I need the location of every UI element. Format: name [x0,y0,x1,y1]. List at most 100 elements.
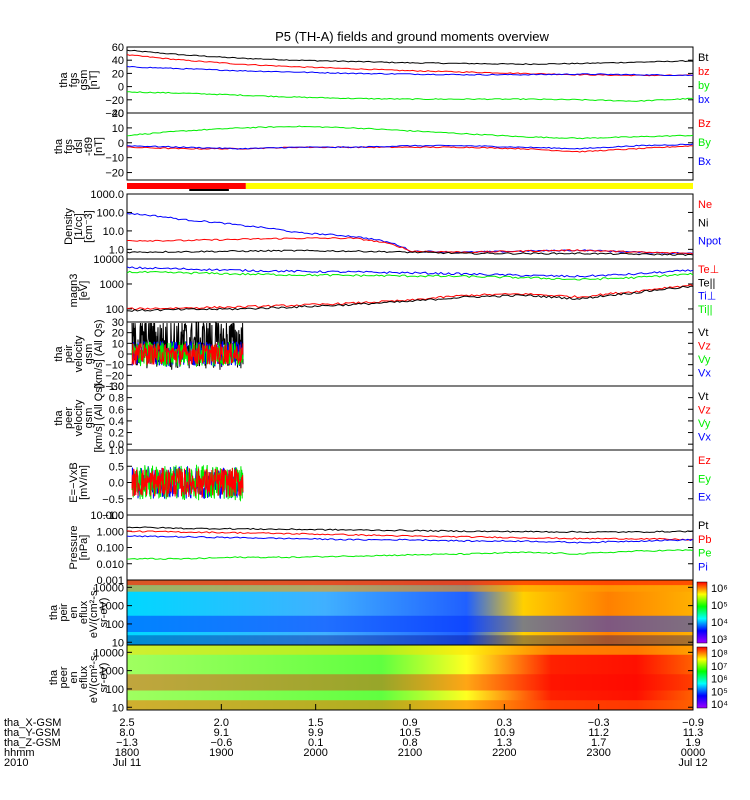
ytick-label: −20 [105,168,124,180]
legend-entry: Ni [698,217,708,229]
ylabel-line: peer [63,407,75,429]
ytick-label: −1.0 [102,510,124,522]
series-line [126,270,694,281]
footer-tick-label: 0000 [681,747,705,759]
series-line [126,549,694,560]
ytick-label: 1000 [100,601,124,613]
ytick-label: 0.0 [109,439,124,451]
ylabel-line: eV/(cm²-s- [88,652,100,704]
ytick-label: −10 [105,360,124,372]
ytick-label: 100.0 [96,207,124,219]
ylabel-line: Density [63,208,75,245]
series-line [126,125,694,140]
ylabel-line: sr-eV) [98,663,110,693]
series-line [126,535,694,544]
colorbar [696,581,708,644]
legend-entry: Npot [698,236,721,248]
legend-entry: Vy [698,418,711,430]
mode-bar-burst [189,189,229,191]
legend-entry: Vy [698,354,711,366]
ytick-label: 20 [112,68,124,80]
burst-trace [131,342,244,366]
ylabel-line: magn3 [68,274,80,308]
legend-entry: Vt [698,391,708,403]
panel-7: 1.0 0.5 0.0 −0.5 −1.0 E=−VxB[mV/m] Ez Ey Ex [68,445,711,522]
footer-tick-label: −0.3 [588,717,610,729]
ytick-label: 0 [118,349,124,361]
legend-entry: Bz [698,118,711,130]
ytick-label: −40 [105,108,124,120]
footer-tick-label: −0.9 [682,717,704,729]
footer-tick-label: 0.8 [402,737,417,749]
series-line [126,530,693,541]
ytick-label: −20 [105,370,124,382]
ylabel-line: E=−VxB [68,462,80,502]
ytick-label: 10 [112,123,124,135]
footer-tick-label: 0.9 [402,717,417,729]
panels: 6040200−20−40thafgsgsm[nT]Btbzbybx20100−… [48,42,728,714]
ylabel-line: -t89 [83,137,95,156]
panel-9: 10⁶ 10⁵ 10⁴ 10³ 10000 1000 100 10 thapeireneflux… [48,579,728,649]
legend-entry: Bt [698,52,708,64]
footer-row-label: 2010 [4,757,28,769]
spectrogram-2 [127,645,693,710]
legend-entry: Vz [698,341,711,353]
ytick-label: 0 [118,82,124,94]
ytick-label: 0.2 [109,428,124,440]
legend-entry: bx [698,94,710,106]
footer-tick-label: −1.3 [116,737,138,749]
legend-entry: Bx [698,156,711,168]
footer-row-label: tha_Y-GSM [4,727,60,739]
panel-frame [126,385,694,451]
ytick-label: 40 [112,55,124,67]
ytick-label: −30 [105,381,124,393]
panel-frame [126,514,694,581]
ytick-label: 0.4 [109,416,124,428]
colorbar-tick-label: 10⁵ [711,600,728,612]
footer-tick-label: −0.6 [210,737,232,749]
mode-bar-fast [127,183,246,189]
legend-entry: Te⊥ [698,264,719,276]
footer-tick-label: 1.9 [685,737,700,749]
spectrogram-band [127,645,693,655]
ytick-label: 0.010 [96,559,124,571]
ylabel-line: dsl [73,139,85,153]
footer-tick-label: 10.5 [399,727,420,739]
ylabel-line: [1/cc] [73,213,85,239]
footer-tick-label: 2.5 [119,717,134,729]
footer-tick-label: Jul 12 [678,757,707,769]
legend-entry: Ex [698,492,711,504]
ytick-label: 100 [106,304,124,316]
ylabel-line: sr-eV) [98,598,110,628]
legend-entry: Vt [698,327,708,339]
ytick-label: 10.000 [90,510,124,522]
ytick-label: 0.8 [109,393,124,405]
legend-entry: Ti⊥ [698,291,716,303]
ylabel-line: [km/s] (All Qs) [93,383,105,452]
panel-frame [126,112,694,181]
ytick-label: 10 [112,338,124,350]
panel-8: 10.000 1.000 0.100 0.010 0.001 Pressure[nPa] P… [68,510,711,587]
ytick-label: 30 [112,317,124,329]
ytick-label: −0.5 [102,494,124,506]
ylabel-line: tha [53,138,65,154]
legend-entry: Pb [698,534,711,546]
series-line [126,284,694,311]
ytick-label: 10.0 [103,226,124,238]
footer-tick-label: 1900 [209,747,233,759]
ytick-label: 1000 [100,279,124,291]
legend-entry: bz [698,66,710,78]
series-line [126,54,694,77]
panel-frame [126,258,694,323]
legend-entry: Ez [698,455,711,467]
ylabel-line: peer [58,666,70,688]
legend-entry: Vx [698,368,711,380]
legend-entry: Pi [698,561,708,573]
ylabel-line: en [68,606,80,618]
footer-tick-label: 0.3 [497,717,512,729]
footer-tick-label: 9.1 [214,727,229,739]
